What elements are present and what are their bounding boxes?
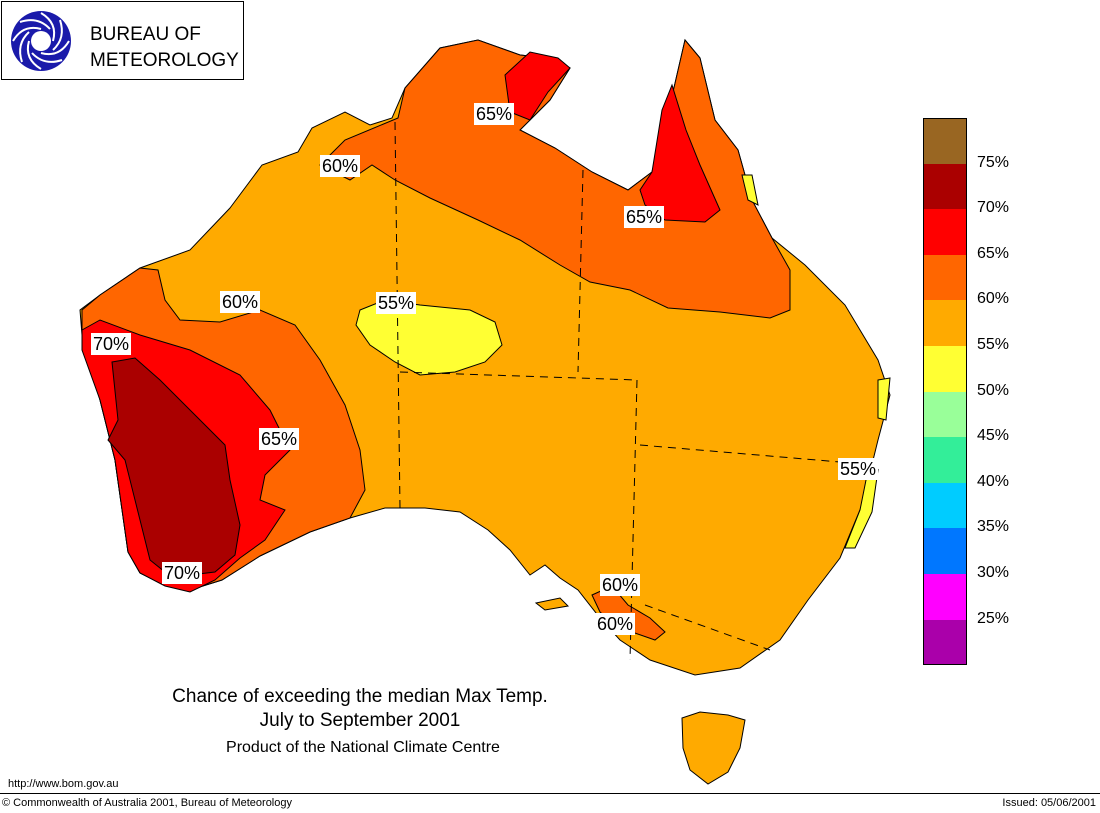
legend-label: 45% xyxy=(977,427,1010,445)
legend-swatch xyxy=(923,209,967,255)
bom-logo-box: BUREAU OF METEOROLOGY xyxy=(1,1,244,80)
legend-label: 75% xyxy=(977,153,1010,171)
contour-label: 65% xyxy=(474,103,515,125)
logo-text: BUREAU OF METEOROLOGY xyxy=(90,22,239,74)
legend-label: 50% xyxy=(977,381,1010,399)
legend-swatch xyxy=(923,391,967,438)
state-borders xyxy=(394,121,841,661)
contour-label: 55% xyxy=(376,292,417,314)
legend-swatch xyxy=(923,619,967,666)
legend-swatch xyxy=(923,528,967,574)
tasmania xyxy=(681,711,746,785)
legend-swatch xyxy=(923,163,967,210)
legend-label: 35% xyxy=(977,518,1010,536)
wa-70-region xyxy=(107,357,241,576)
legend-swatch xyxy=(923,573,967,620)
contour-label: 60% xyxy=(320,155,361,177)
contour-label: 60% xyxy=(600,574,641,596)
cape-york-red-region xyxy=(639,83,721,223)
bom-swirl-logo-icon xyxy=(11,11,71,71)
caption-product: Product of the National Climate Centre xyxy=(226,739,500,756)
qld-coast-yellow xyxy=(741,174,759,206)
logo-line-2: METEOROLOGY xyxy=(90,50,239,71)
legend-swatch xyxy=(923,118,967,164)
kangaroo-island xyxy=(534,597,570,611)
legend-swatch xyxy=(923,437,967,483)
logo-line-1: BUREAU OF xyxy=(90,24,201,45)
footer-url: http://www.bom.gov.au xyxy=(8,778,119,790)
caption-period: July to September 2001 xyxy=(259,710,461,731)
legend-label: 25% xyxy=(977,609,1010,627)
legend-label: 65% xyxy=(977,244,1010,262)
contour-label: 70% xyxy=(91,333,132,355)
contour-label: 55% xyxy=(838,458,879,480)
central-55-region xyxy=(355,299,503,376)
footer-copyright: © Commonwealth of Australia 2001, Bureau… xyxy=(2,797,292,809)
legend-swatch xyxy=(923,482,967,529)
contour-label: 65% xyxy=(259,428,300,450)
legend-swatch xyxy=(923,345,967,392)
contour-label: 70% xyxy=(162,562,203,584)
legend-label: 30% xyxy=(977,564,1010,581)
legend-label: 70% xyxy=(977,199,1010,217)
contour-label: 60% xyxy=(595,613,636,635)
legend-label: 40% xyxy=(977,472,1010,490)
contour-label: 60% xyxy=(220,291,261,313)
footer-issued: Issued: 05/06/2001 xyxy=(1002,797,1096,809)
caption-title: Chance of exceeding the median Max Temp. xyxy=(172,686,548,707)
legend-swatch xyxy=(923,300,967,346)
contour-label: 65% xyxy=(624,206,665,228)
legend-label: 60% xyxy=(977,290,1010,308)
footer-divider xyxy=(0,793,1100,794)
legend-swatch xyxy=(923,254,967,301)
legend-color-bar xyxy=(923,118,967,666)
qld-coast-yellow-2 xyxy=(877,377,891,421)
legend-label: 55% xyxy=(977,336,1010,353)
